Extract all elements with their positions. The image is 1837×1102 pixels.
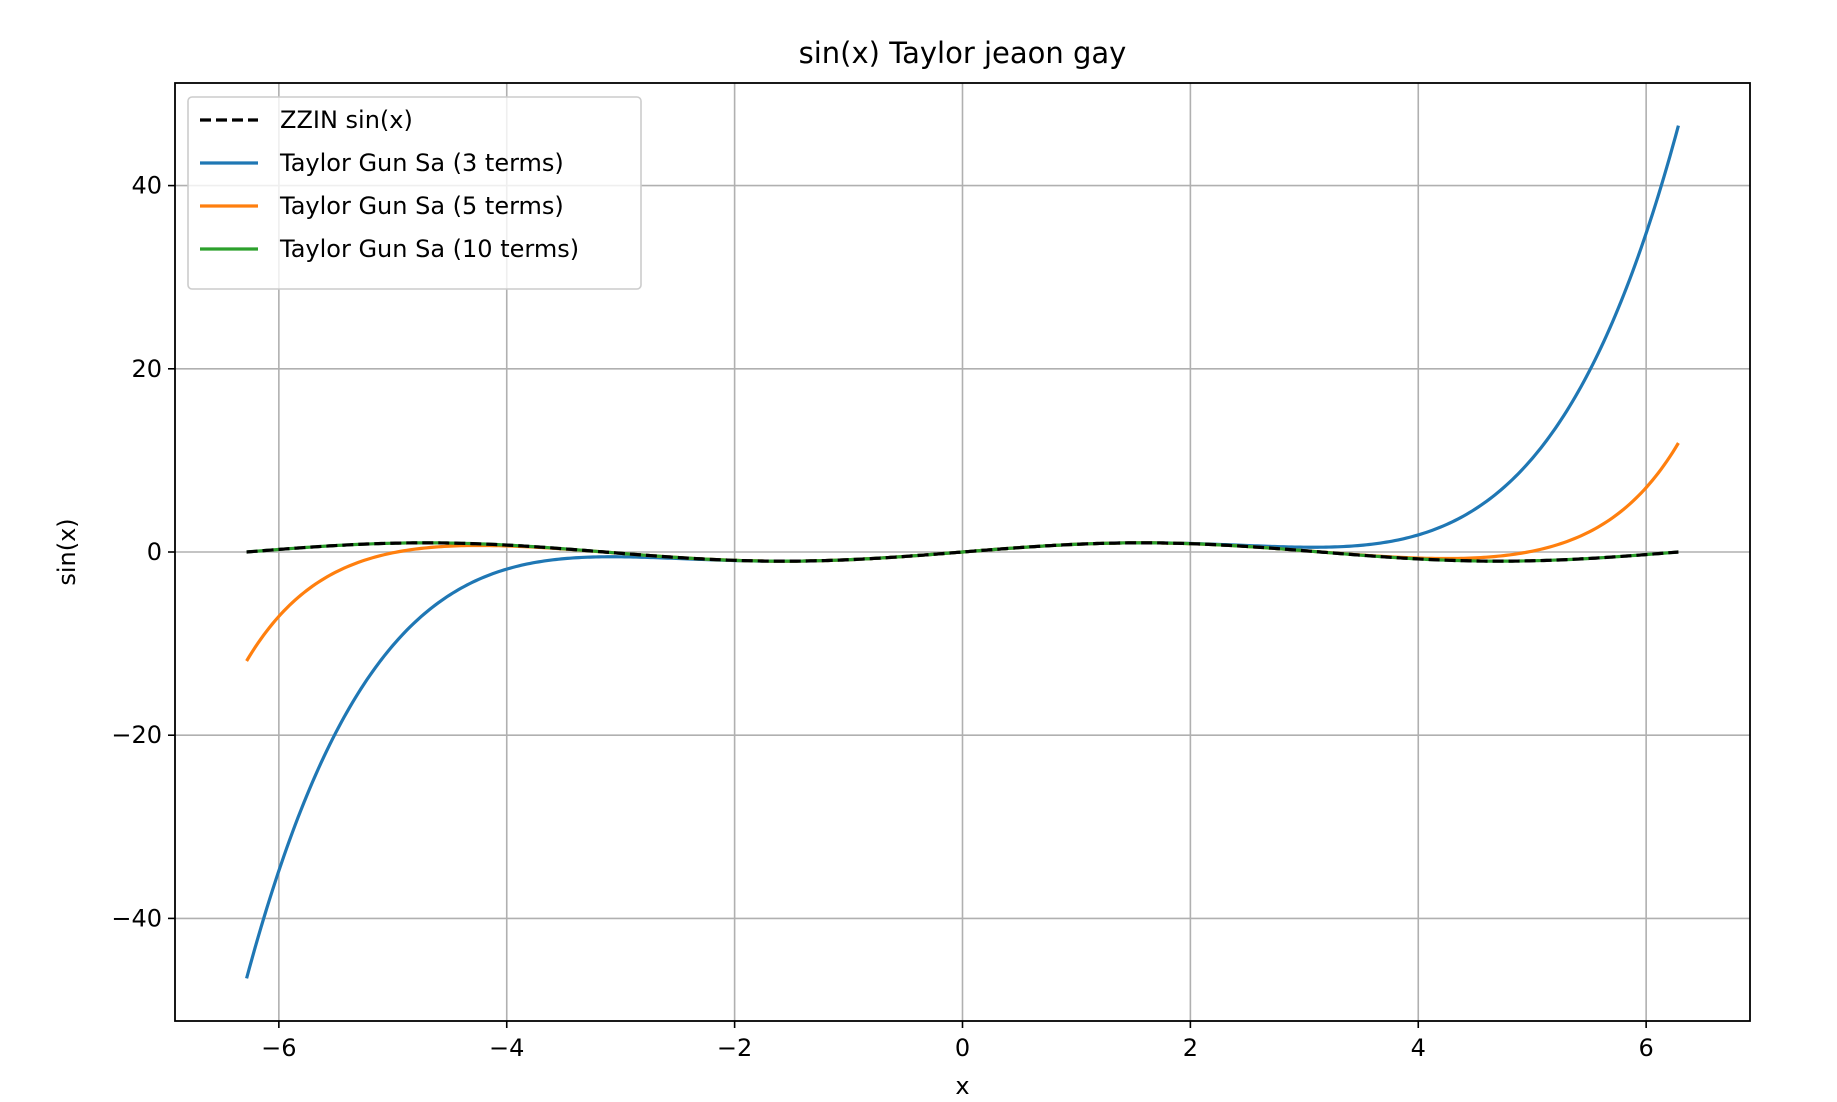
x-tick-label: −4	[489, 1034, 524, 1062]
x-tick-label: 6	[1639, 1034, 1654, 1062]
series-line	[246, 541, 1679, 563]
legend-label: Taylor Gun Sa (5 terms)	[279, 192, 564, 220]
y-axis-label: sin(x)	[53, 518, 81, 585]
x-tick-label: 0	[955, 1034, 970, 1062]
x-tick-label: 4	[1411, 1034, 1426, 1062]
legend-label: Taylor Gun Sa (10 terms)	[279, 235, 579, 263]
y-tick-label: 0	[147, 538, 162, 566]
y-tick-label: −20	[111, 721, 162, 749]
legend-box	[187, 96, 642, 290]
grid	[175, 83, 1750, 1021]
chart-title: sin(x) Taylor jeaon gay	[799, 36, 1127, 70]
series-layer	[245, 125, 1680, 979]
y-tick-label: −40	[111, 904, 162, 932]
x-tick-label: −2	[717, 1034, 752, 1062]
y-tick-label: 20	[131, 355, 162, 383]
y-tick-label: 40	[131, 172, 162, 200]
x-axis-label: x	[955, 1072, 969, 1100]
x-tick-label: −6	[261, 1034, 296, 1062]
legend-label: Taylor Gun Sa (3 terms)	[279, 149, 564, 177]
x-tick-label: 2	[1183, 1034, 1198, 1062]
legend-label: ZZIN sin(x)	[280, 106, 413, 134]
legend: ZZIN sin(x) Taylor Gun Sa (3 terms) Taylor…	[187, 96, 642, 290]
